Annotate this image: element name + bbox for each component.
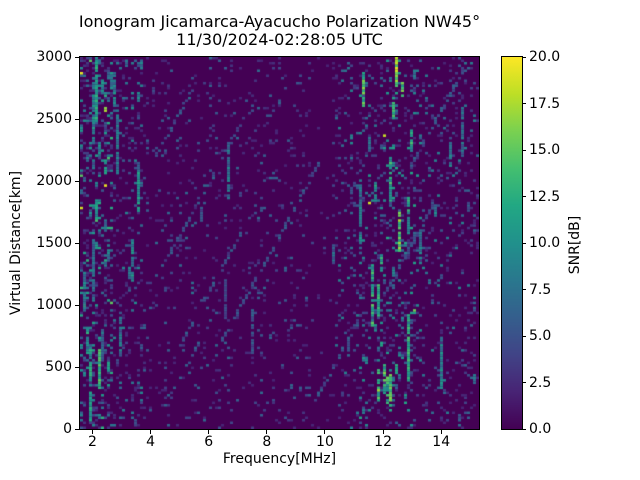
- x-axis-label: Frequency[MHz]: [222, 451, 337, 467]
- x-tick-mark: [208, 430, 210, 434]
- y-tick-mark: [75, 242, 79, 244]
- colorbar-tick-mark: [522, 56, 526, 58]
- chart-title: Ionogram Jicamarca-Ayacucho Polarization…: [78, 12, 481, 31]
- x-tick-label: 6: [204, 434, 214, 450]
- colorbar-tick-mark: [522, 242, 526, 244]
- y-tick-mark: [75, 428, 79, 430]
- colorbar-tick-mark: [522, 335, 526, 337]
- x-tick-mark: [324, 430, 326, 434]
- y-tick-label: 0: [63, 421, 72, 437]
- colorbar-tick-mark: [522, 149, 526, 151]
- colorbar-tick-label: 12.5: [529, 188, 561, 205]
- y-tick-mark: [75, 118, 79, 120]
- x-tick-label: 8: [262, 434, 272, 450]
- colorbar-tick-mark: [522, 289, 526, 290]
- colorbar-gradient: [501, 56, 523, 430]
- colorbar-tick-label: 15.0: [529, 142, 561, 158]
- colorbar-tick-label: 0.0: [529, 421, 552, 437]
- colorbar-tick-label: 2.5: [529, 374, 552, 391]
- colorbar-tick-label: 20.0: [529, 49, 561, 65]
- y-tick-mark: [75, 366, 79, 368]
- x-tick-label: 14: [432, 434, 451, 450]
- colorbar-tick-label: 10.0: [529, 235, 561, 251]
- y-tick-mark: [75, 180, 79, 182]
- colorbar-tick-label: 7.5: [529, 281, 552, 298]
- y-tick-label: 3000: [36, 49, 72, 65]
- colorbar-label: SNR[dB]: [567, 215, 583, 275]
- x-tick-label: 2: [88, 434, 97, 450]
- colorbar-tick-label: 17.5: [529, 95, 561, 112]
- y-axis-label: Virtual Distance[km]: [8, 170, 24, 316]
- y-tick-label: 500: [45, 359, 72, 375]
- x-tick-label: 4: [146, 434, 156, 450]
- chart-subtitle: 11/30/2024-02:28:05 UTC: [176, 30, 383, 49]
- ionogram-heatmap: [79, 56, 480, 430]
- colorbar-tick-label: 5.0: [529, 328, 552, 344]
- colorbar-tick-mark: [522, 196, 526, 197]
- colorbar-tick-mark: [522, 428, 526, 430]
- x-tick-mark: [150, 430, 152, 434]
- x-tick-label: 12: [374, 434, 392, 450]
- y-tick-label: 1000: [36, 297, 72, 313]
- x-tick-mark: [382, 430, 384, 434]
- y-tick-mark: [75, 304, 79, 306]
- y-tick-label: 2500: [36, 111, 72, 127]
- x-tick-label: 10: [316, 434, 334, 450]
- colorbar-tick-mark: [522, 382, 526, 383]
- x-tick-mark: [440, 430, 442, 434]
- colorbar-tick-mark: [522, 103, 526, 104]
- x-tick-mark: [91, 430, 93, 434]
- x-tick-mark: [266, 430, 268, 434]
- y-tick-label: 2000: [36, 173, 72, 189]
- y-tick-mark: [75, 56, 79, 58]
- y-tick-label: 1500: [36, 235, 72, 251]
